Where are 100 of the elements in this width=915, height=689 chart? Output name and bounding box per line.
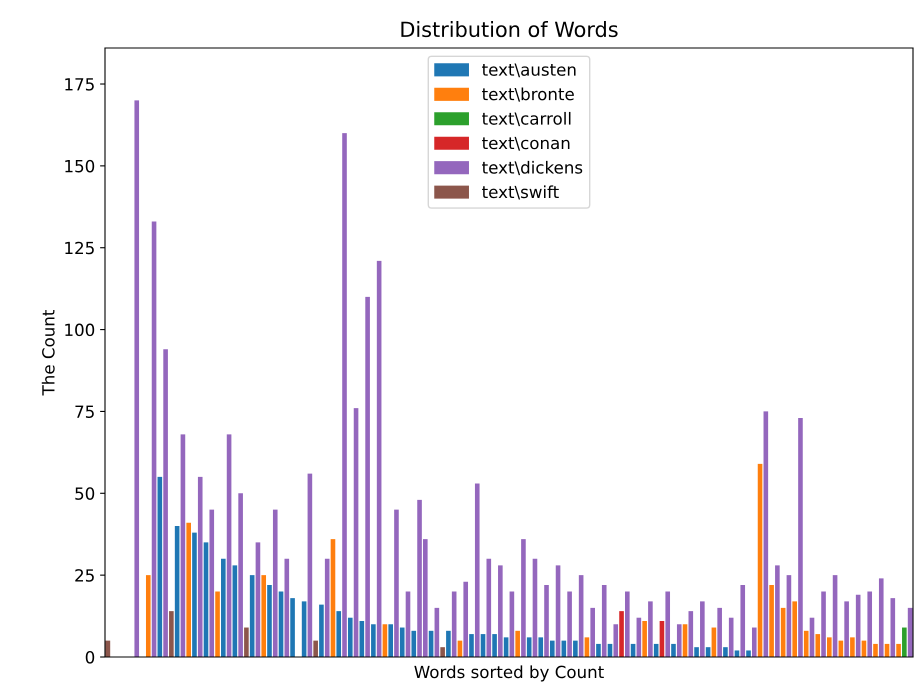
bar bbox=[308, 474, 312, 657]
bar bbox=[798, 418, 803, 657]
bar bbox=[250, 575, 254, 657]
bar bbox=[758, 464, 762, 657]
bar bbox=[272, 510, 278, 657]
bar bbox=[492, 634, 497, 657]
bar bbox=[596, 644, 601, 657]
bar bbox=[354, 408, 358, 657]
y-tick-label: 100 bbox=[65, 324, 94, 336]
bar bbox=[428, 630, 434, 657]
bar bbox=[700, 601, 705, 657]
bar bbox=[261, 575, 266, 657]
bar bbox=[862, 640, 866, 657]
bar bbox=[134, 100, 140, 657]
bar bbox=[602, 584, 607, 657]
y-tick-label: 50 bbox=[75, 487, 94, 500]
bar bbox=[256, 542, 260, 657]
bar bbox=[209, 510, 214, 657]
bar bbox=[706, 647, 710, 657]
bar bbox=[740, 584, 746, 657]
bar bbox=[567, 592, 572, 657]
bar bbox=[371, 624, 376, 657]
bar bbox=[867, 592, 872, 657]
y-tick-label: 150 bbox=[65, 160, 94, 172]
bar bbox=[769, 584, 774, 657]
bar bbox=[446, 630, 451, 657]
bar bbox=[174, 526, 180, 657]
bar bbox=[665, 592, 670, 657]
bar bbox=[238, 493, 243, 657]
bar bbox=[792, 601, 797, 657]
bar bbox=[590, 608, 595, 657]
bar bbox=[163, 349, 168, 657]
bar bbox=[348, 618, 353, 657]
bar bbox=[388, 624, 393, 657]
bar bbox=[734, 650, 740, 657]
bar bbox=[221, 558, 226, 657]
bar bbox=[544, 584, 549, 657]
bar bbox=[676, 624, 682, 657]
bar bbox=[573, 640, 578, 657]
bar bbox=[780, 608, 786, 657]
bar bbox=[394, 510, 399, 657]
bar bbox=[671, 644, 676, 657]
bar bbox=[382, 624, 388, 657]
bar bbox=[360, 620, 364, 657]
bar bbox=[608, 644, 612, 657]
bar bbox=[821, 592, 826, 657]
bar bbox=[896, 644, 901, 657]
bar bbox=[873, 644, 878, 657]
bar bbox=[498, 565, 503, 657]
bar bbox=[515, 630, 520, 657]
legend-label: text\dickens bbox=[482, 160, 582, 176]
bar bbox=[324, 558, 330, 657]
bar bbox=[810, 618, 814, 657]
bar bbox=[284, 558, 290, 657]
bar bbox=[786, 575, 792, 657]
bar bbox=[538, 637, 544, 657]
bar bbox=[278, 592, 284, 657]
y-tick-label: 0 bbox=[86, 650, 94, 664]
bar bbox=[469, 634, 474, 657]
bar bbox=[146, 575, 151, 657]
bar bbox=[406, 592, 410, 657]
bar bbox=[532, 558, 538, 657]
bar bbox=[376, 260, 382, 657]
bar bbox=[480, 634, 486, 657]
bar bbox=[804, 630, 809, 657]
bar bbox=[192, 532, 197, 657]
bar bbox=[504, 637, 508, 657]
bar bbox=[158, 476, 162, 657]
bar bbox=[856, 594, 860, 657]
bar bbox=[186, 522, 191, 657]
bar bbox=[827, 637, 832, 657]
bar bbox=[908, 608, 912, 657]
bar bbox=[619, 611, 624, 657]
bar bbox=[556, 565, 560, 657]
bar bbox=[267, 584, 272, 657]
bar bbox=[578, 575, 584, 657]
bar bbox=[746, 650, 751, 657]
bar bbox=[717, 608, 722, 657]
bar bbox=[712, 628, 716, 657]
bar bbox=[313, 640, 318, 657]
bar bbox=[723, 647, 728, 657]
bar bbox=[474, 483, 480, 657]
bar bbox=[521, 539, 526, 657]
bar bbox=[510, 592, 514, 657]
bar bbox=[902, 628, 907, 657]
bar bbox=[365, 296, 370, 657]
y-tick-label: 75 bbox=[75, 406, 94, 418]
bar bbox=[562, 640, 566, 657]
y-tick-label: 25 bbox=[75, 569, 94, 582]
bar bbox=[838, 640, 844, 657]
legend-label: text\carroll bbox=[482, 112, 570, 126]
bar bbox=[463, 582, 468, 657]
bar bbox=[440, 647, 445, 657]
bar bbox=[728, 618, 734, 657]
bar bbox=[648, 601, 653, 657]
y-axis-title: The Count bbox=[42, 310, 55, 396]
bar bbox=[458, 640, 462, 657]
legend-label: text\bronte bbox=[482, 87, 574, 102]
bar bbox=[642, 620, 647, 657]
bar bbox=[232, 565, 238, 657]
